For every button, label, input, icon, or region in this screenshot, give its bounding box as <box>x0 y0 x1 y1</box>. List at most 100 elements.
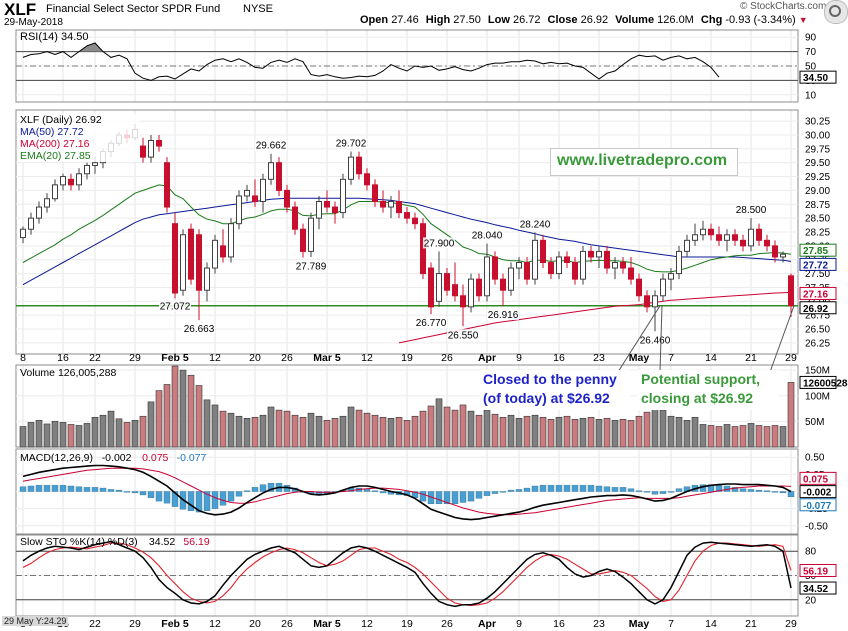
candle-body <box>316 201 322 219</box>
volume-bar <box>787 382 795 448</box>
volume-bar <box>75 425 83 448</box>
watermark-box: www.livetradepro.com <box>550 148 738 176</box>
price-label: 28.500 <box>736 205 767 216</box>
price-label-bg <box>423 237 455 249</box>
x-tick-label: 19 <box>401 352 413 364</box>
sto-tick-label: 20 <box>805 595 817 606</box>
x-tick-label-bottom: 12 <box>361 618 373 630</box>
macd-histogram-bar <box>107 489 115 492</box>
macd-histogram-bar <box>219 491 227 506</box>
volume-bar <box>619 419 627 448</box>
volume-bar <box>259 414 267 448</box>
volume-legend: Volume 126,005,288 <box>20 367 116 379</box>
macd-histogram-bar <box>443 491 451 505</box>
macd-histogram-bar <box>459 491 467 503</box>
legend-entry: Slow STO %K(14) %D(3) <box>20 536 138 548</box>
candle-body <box>516 262 522 269</box>
volume-bar <box>227 412 235 448</box>
closed-annotation-line1: Closed to the penny <box>483 371 617 387</box>
macd-histogram-bar <box>499 491 507 493</box>
candle-body <box>420 223 426 275</box>
volume-bar <box>539 416 547 448</box>
legend-entry: 56.19 <box>183 536 209 548</box>
volume-bar <box>83 423 91 448</box>
macd-right-tag-box <box>799 498 837 512</box>
volume-bar <box>91 416 99 448</box>
close-label: Close <box>547 14 578 26</box>
candle-body <box>764 239 770 247</box>
candle-body <box>556 256 562 275</box>
volume-bar <box>219 410 227 448</box>
x-tick-label-bottom: 22 <box>89 618 101 630</box>
candle-body <box>300 228 306 252</box>
volume-bar <box>275 409 283 448</box>
x-tick-label: 14 <box>705 352 717 364</box>
rsi-tick-label: 70 <box>805 47 817 58</box>
candle-body <box>244 189 250 197</box>
candle-body <box>508 267 514 291</box>
price-label-bg <box>639 334 671 346</box>
x-tick-label-bottom: 26 <box>281 618 293 630</box>
price-label: 26.770 <box>416 318 447 329</box>
macd-histogram-bar <box>491 491 499 494</box>
price-tick-label: 26.50 <box>805 325 830 336</box>
macd-histogram-bar <box>603 486 611 492</box>
volume-bar <box>147 401 155 448</box>
footer-date-readout: 29 May Y:24.29 <box>2 616 69 626</box>
macd-histogram-bar <box>235 491 243 497</box>
x-tick-label-bottom: Mar 5 <box>313 618 341 630</box>
macd-histogram-bar <box>259 484 267 492</box>
volume-bar <box>667 415 675 448</box>
rsi-tick-label: 90 <box>805 33 817 44</box>
macd-histogram-bar <box>59 485 67 492</box>
candle-body <box>724 234 730 241</box>
x-tick-label: Feb 5 <box>161 352 189 364</box>
candle-body <box>612 262 618 269</box>
legend-entry: -0.077 <box>177 452 207 464</box>
macd-histogram-bar <box>547 485 555 492</box>
volume-bar <box>467 410 475 448</box>
price-tick-label: 29.50 <box>805 158 830 169</box>
candle-body <box>788 275 794 307</box>
volume-bar <box>739 425 747 448</box>
price-label-bg <box>735 204 767 216</box>
price-right-tag: 27.16 <box>803 289 828 300</box>
macd-histogram-bar <box>123 491 131 493</box>
x-tick-label-bottom: 29 <box>129 618 141 630</box>
chart-header: XLF Financial Select Sector SPDR Fund NY… <box>0 0 848 30</box>
volume-bar <box>251 416 259 448</box>
macd-tick-label: 0.50 <box>805 453 825 464</box>
legend-bg <box>20 150 140 162</box>
price-label: 26.663 <box>184 324 215 335</box>
volume-bar <box>211 404 219 448</box>
price-label-bg <box>487 308 519 320</box>
closed-annotation-box: Closed to the penny (of today) at $26.92 <box>480 370 630 410</box>
candle-body <box>76 173 82 186</box>
search-button[interactable] <box>824 0 848 24</box>
volume-bar <box>563 415 571 448</box>
macd-right-tag: -0.077 <box>803 501 832 512</box>
candle-body <box>716 234 722 241</box>
price-right-tag: 27.72 <box>803 260 828 271</box>
macd-histogram-bar <box>563 485 571 492</box>
candle-body <box>60 176 66 186</box>
volume-bar <box>347 406 355 448</box>
volume-bar <box>491 413 499 448</box>
macd-histogram-bar <box>43 485 51 492</box>
candle-body <box>20 228 26 239</box>
volume-bar <box>691 416 699 448</box>
volume-bar <box>675 416 683 448</box>
price-tick-label: 30.25 <box>805 117 830 128</box>
price-right-tag: 26.92 <box>803 304 828 315</box>
price-label: 29.702 <box>336 138 367 149</box>
macd-histogram-bar <box>163 491 171 504</box>
legend-entry: 0.075 <box>142 452 168 464</box>
ma50-line <box>22 197 792 286</box>
volume-bar <box>315 415 323 448</box>
macd-histogram-bar <box>507 489 515 492</box>
rsi-tick-label: 10 <box>805 90 817 101</box>
volume-bar <box>51 421 59 448</box>
volume-bar <box>379 416 387 448</box>
rsi-overbought-fill <box>23 43 791 52</box>
macd-histogram-bar <box>131 491 139 494</box>
